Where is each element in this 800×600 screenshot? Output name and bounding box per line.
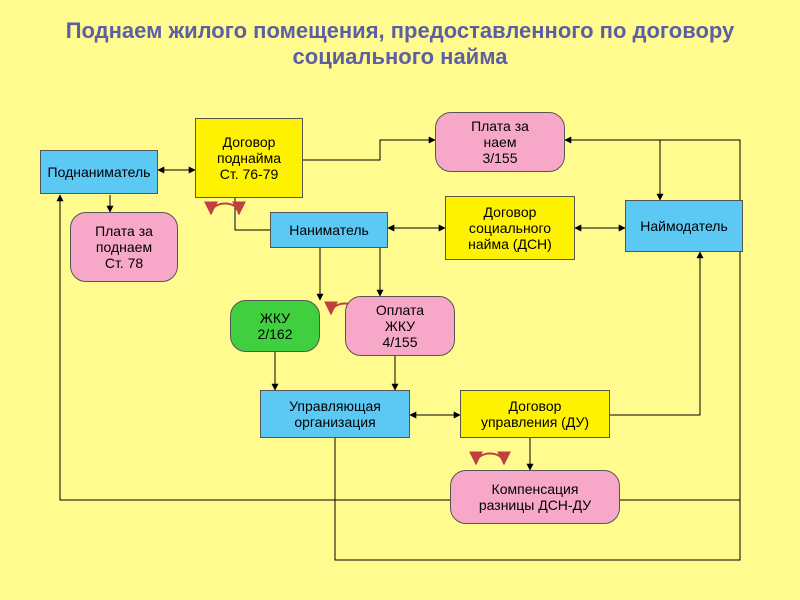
node-zhku: ЖКУ2/162 — [230, 300, 320, 352]
edge-4 — [235, 198, 270, 230]
node-du: Договоруправления (ДУ) — [460, 390, 610, 438]
node-comp: Компенсацияразницы ДСН-ДУ — [450, 470, 620, 524]
node-fee_sub: Плата заподнаемСт. 78 — [70, 212, 178, 282]
node-tenant: Наниматель — [270, 212, 388, 248]
node-mgmt: Управляющаяорганизация — [260, 390, 410, 438]
node-fee_rent: Плата занаем3/155 — [435, 112, 565, 172]
node-sublease: Договор поднаймаСт. 76-79 — [195, 118, 303, 198]
curl-2 — [476, 454, 504, 465]
node-dsn: Договорсоциальногонайма (ДСН) — [445, 196, 575, 260]
edge-2 — [303, 140, 435, 160]
edge-12 — [610, 252, 700, 415]
node-subtenant: Поднаниматель — [40, 150, 158, 194]
node-landlord: Наймодатель — [625, 200, 743, 252]
node-fee_zhku: ОплатаЖКУ4/155 — [345, 296, 455, 356]
edge-3 — [565, 140, 660, 200]
edge-15 — [565, 140, 740, 500]
